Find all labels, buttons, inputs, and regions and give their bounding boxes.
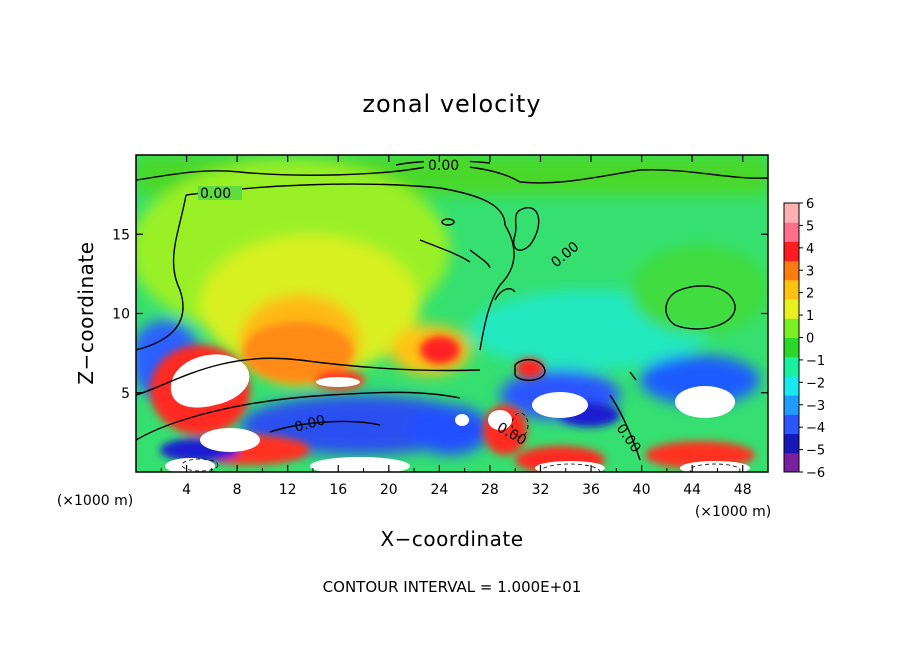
colorbar-tick-label: 6 bbox=[806, 197, 814, 212]
colorbar-segment bbox=[784, 414, 799, 435]
colorbar-segment bbox=[784, 279, 799, 300]
velocity-field bbox=[136, 155, 768, 472]
colorbar-segment bbox=[784, 260, 799, 281]
x-tick-label: 40 bbox=[633, 482, 651, 498]
y-axis-label: Z−coordinate bbox=[74, 241, 98, 384]
contour-interval-note: CONTOUR INTERVAL = 1.000E+01 bbox=[323, 578, 582, 596]
x-axis: 4 8 12 16 20 24 28 32 36 40 44 48 bbox=[160, 155, 752, 498]
y-axis: 5 10 15 bbox=[112, 227, 768, 402]
colorbar-segment bbox=[784, 318, 799, 338]
colorbar-tick-label: −5 bbox=[806, 444, 825, 459]
colorbar-segment bbox=[784, 337, 799, 358]
x-tick-label: 16 bbox=[329, 482, 347, 498]
contour-label: 0.00 bbox=[293, 412, 327, 436]
chart-title: zonal velocity bbox=[362, 90, 541, 118]
x-tick-label: 28 bbox=[481, 482, 499, 498]
colorbar-tick-label: 3 bbox=[806, 264, 814, 279]
y-tick-label: 10 bbox=[112, 307, 130, 323]
y-tick-label: 15 bbox=[112, 227, 130, 243]
colorbar-segment bbox=[784, 433, 799, 454]
colorbar-segment bbox=[784, 222, 799, 242]
colorbar-tick-label: −4 bbox=[806, 421, 825, 436]
zero-contours bbox=[136, 160, 768, 461]
x-tick-label: 24 bbox=[430, 482, 448, 498]
x-tick-label: 36 bbox=[582, 482, 600, 498]
negative-contours bbox=[181, 412, 741, 472]
colorbar-tick-label: −2 bbox=[806, 376, 825, 391]
colorbar-tick-label: 1 bbox=[806, 309, 814, 324]
colorbar-tick-label: −1 bbox=[806, 354, 825, 369]
colorbar-segment bbox=[784, 395, 799, 415]
y-unit-label: (×1000 m) bbox=[57, 493, 133, 509]
colorbar-segment bbox=[784, 203, 799, 223]
colorbar-tick-label: 0 bbox=[806, 332, 814, 347]
colorbar-tick-label: 2 bbox=[806, 287, 814, 302]
colorbar: 6 5 4 3 2 1 0 −1 −2 −3 −4 −5 −6 bbox=[783, 197, 825, 481]
x-tick-label: 4 bbox=[182, 482, 191, 498]
colorbar-segment bbox=[784, 452, 799, 473]
x-tick-label: 48 bbox=[734, 482, 752, 498]
colorbar-tick-label: −6 bbox=[806, 466, 825, 481]
contour-label: 0.00 bbox=[428, 158, 459, 174]
colorbar-tick-label: 5 bbox=[806, 219, 814, 234]
colorbar-segment bbox=[784, 375, 799, 396]
x-tick-label: 32 bbox=[532, 482, 550, 498]
x-tick-label: 8 bbox=[233, 482, 242, 498]
colorbar-segment bbox=[784, 356, 799, 377]
colorbar-tick-label: 4 bbox=[806, 242, 814, 257]
x-tick-label: 20 bbox=[380, 482, 398, 498]
x-tick-label: 12 bbox=[279, 482, 297, 498]
colorbar-tick-label: −3 bbox=[806, 399, 825, 414]
x-axis-label: X−coordinate bbox=[380, 527, 523, 551]
x-tick-label: 44 bbox=[683, 482, 701, 498]
x-unit-label: (×1000 m) bbox=[695, 504, 771, 520]
contour-label: 0.00 bbox=[200, 186, 231, 202]
colorbar-segment bbox=[784, 241, 799, 262]
y-tick-label: 5 bbox=[121, 386, 130, 402]
colorbar-segment bbox=[784, 299, 799, 319]
